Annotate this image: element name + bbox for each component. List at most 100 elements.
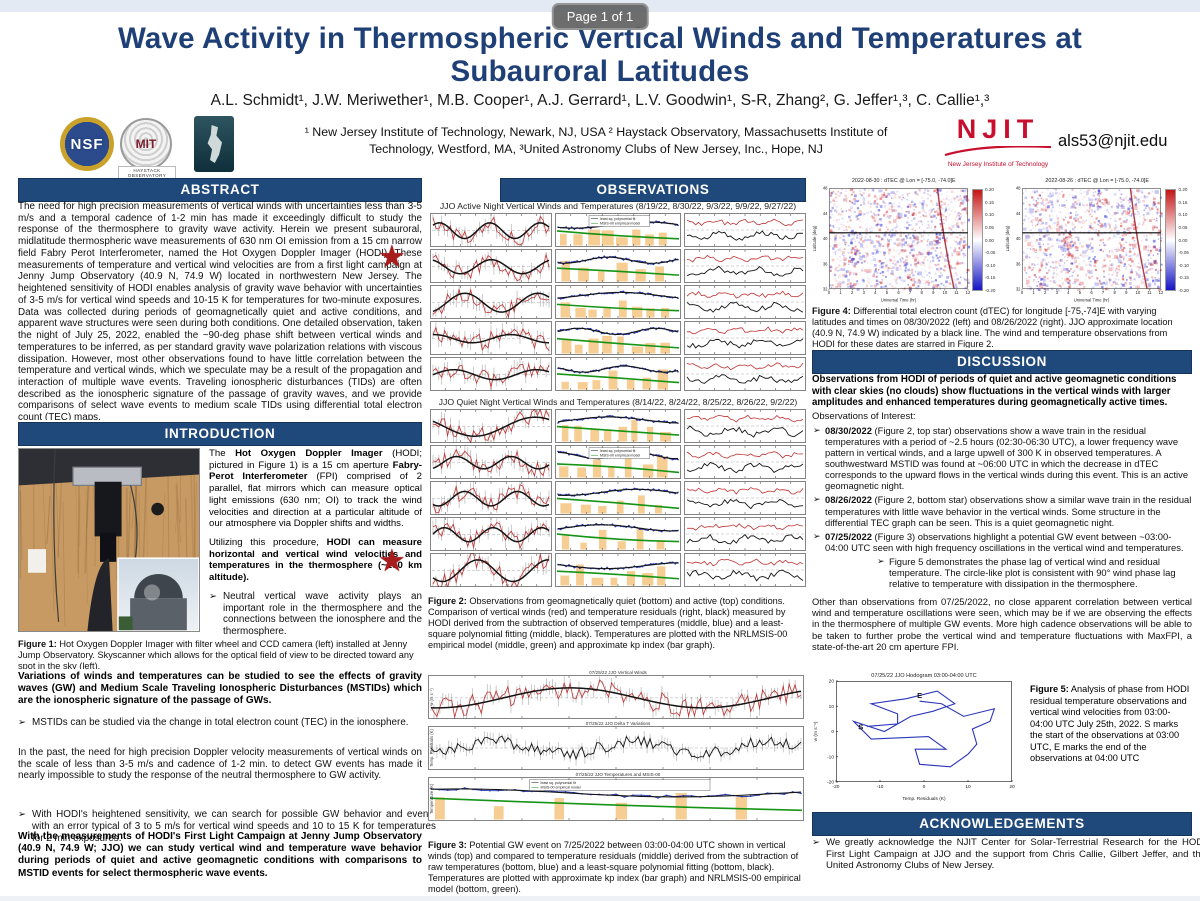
colorbar-tick-label: 0.15 [1178, 199, 1188, 205]
fig2-active-grid [428, 213, 810, 391]
discussion-closing: Other than observations from 07/25/2022,… [812, 596, 1192, 652]
fig2-mini-chart [684, 553, 806, 587]
page-indicator: Page 1 of 1 [551, 3, 649, 30]
njit-logo-subtext: New Jersey Institute of Technology [947, 161, 1049, 168]
intro-bullet-neutral-wave: Neutral vertical wave activity plays an … [209, 591, 422, 638]
fig4-map-right-title: 2022-08-26 : dTEC @ Lon = [-75.0, -74.0]… [1045, 178, 1150, 184]
fig4-dtec-map-0830 [812, 185, 970, 303]
fig3-temperatures-chart [428, 777, 804, 821]
fig4-map-left-title: 2022-08-30 : dTEC @ Lon = [-75.0, -74.0]… [851, 178, 956, 184]
fig4-map-left: 2022-08-30 : dTEC @ Lon = [-75.0, -74.0]… [812, 178, 995, 303]
figure2-caption: Figure 2: Observations from geomagnetica… [428, 596, 788, 651]
colorbar-tick-label: -0.20 [1178, 288, 1189, 293]
left-column: ABSTRACT The need for high precision mea… [18, 178, 436, 901]
discussion-bullet-fig5: Figure 5 demonstrates the phase lag of v… [876, 556, 1192, 589]
nsf-logo-text: NSF [70, 135, 104, 153]
colorbar-tick-label: 0.20 [985, 187, 994, 192]
intro-bullet-mstids: MSTIDs can be studied via the change in … [18, 717, 436, 729]
new-jersey-silhouette-icon [207, 125, 222, 163]
fig2-mini-chart [555, 213, 681, 247]
intro-paragraph-2: Utilizing this procedure, HODI can measu… [209, 536, 422, 584]
fig2-mini-chart [430, 285, 552, 319]
fig2-mini-chart [555, 481, 681, 515]
fig2-mini-chart [684, 321, 806, 355]
authors-line: A.L. Schmidt¹, J.W. Meriwether¹, M.B. Co… [210, 92, 990, 109]
fig2-mini-chart [430, 321, 552, 355]
fig2-mini-chart [555, 445, 681, 479]
acknowledgements-text: We greatly acknowledge the NJIT Center f… [812, 837, 1200, 872]
mit-haystack-logo: MIT [120, 118, 172, 170]
figure4-caption: Figure 4: Differential total electron co… [812, 306, 1173, 348]
fig2-mini-chart [684, 357, 806, 391]
discussion-bullet-0725: 07/25/2022 (Figure 3) observations highl… [812, 531, 1192, 553]
colorbar-tick-label: 0.05 [985, 224, 994, 230]
fig2-mini-chart [555, 357, 681, 391]
figure5-caption: Figure 5: Analysis of phase from HODI re… [1030, 684, 1190, 763]
njit-logo-text: NJIT [956, 114, 1040, 144]
fig2-mini-chart [430, 553, 552, 587]
affiliations: ¹ New Jersey Institute of Technology, Ne… [304, 125, 888, 157]
fig2-mini-chart [430, 517, 552, 551]
colorbar-tick-label: 0.15 [985, 199, 994, 205]
fig4-colorbar-left-labels: 0.20 0.15 0.10 0.05 0.00 -0.05 -0.10 -0.15 -0.20 [985, 187, 995, 293]
colorbar-tick-label: -0.05 [1178, 250, 1189, 256]
colorbar-tick-label: 0.10 [1178, 212, 1188, 218]
fig4-map-right: 2022-08-26 : dTEC @ Lon = [-75.0, -74.0]… [1005, 178, 1189, 303]
figure1-caption: Figure 1: Hot Oxygen Doppler Imager with… [18, 639, 414, 669]
fig2-mini-chart [555, 409, 681, 443]
intro-paragraph-past: In the past, the need for high precision… [18, 747, 422, 782]
fig2-mini-chart [684, 249, 806, 283]
viewer-bottom-band [0, 896, 1200, 901]
discussion-heading: DISCUSSION [812, 350, 1192, 374]
colorbar-tick-label: 0.00 [1178, 237, 1188, 243]
intro-paragraph-1: The Hot Oxygen Doppler Imager (HODI; pic… [209, 448, 422, 530]
right-column: 2022-08-30 : dTEC @ Lon = [-75.0, -74.0]… [812, 178, 1200, 901]
fig2-mini-chart [430, 481, 552, 515]
fig4-colorbar-right [1165, 189, 1177, 291]
intro-bullet-sensitivity: With HODI's heightened sensitivity, we c… [18, 809, 436, 845]
figure3-caption: Figure 3: Potential GW event on 7/25/202… [428, 840, 801, 895]
fig2-mini-chart [684, 517, 806, 551]
fig2-quiet-grid [428, 409, 810, 587]
fig3-panel3-title: 07/25/22 JJO Temperatures and MSIS-00 [575, 772, 661, 777]
fig2-mini-chart [430, 357, 552, 391]
fig2-mini-chart [555, 249, 681, 283]
discussion-subheading: Observations of Interest: [812, 410, 916, 422]
star-marker-top: ★ [378, 239, 406, 274]
discussion-lead: Observations from HODI of periods of qui… [812, 374, 1177, 409]
colorbar-tick-label: 0.05 [1178, 224, 1188, 230]
fig4-colorbar-right-labels: 0.20 0.15 0.10 0.05 0.00 -0.05 -0.10 -0.15 -0.20 [1178, 187, 1188, 293]
fig2-mini-chart [684, 213, 806, 247]
fig2-mini-chart [430, 249, 552, 283]
fig3-panel1-title: 07/25/22 JJO Vertical Winds [589, 670, 647, 675]
abstract-heading: ABSTRACT [18, 178, 422, 202]
fig3-temp-residuals-chart [428, 726, 804, 770]
nsf-logo: NSF [60, 117, 114, 171]
fig5-hodogram-chart [812, 670, 1020, 802]
fig2-mini-chart [430, 213, 552, 247]
figure1-photo [18, 448, 200, 632]
fig2-active-title: JJO Active Night Vertical Winds and Temp… [439, 201, 797, 211]
uacnj-logo [194, 116, 234, 172]
introduction-text: The Hot Oxygen Doppler Imager (HODI; pic… [209, 448, 422, 638]
fig2-mini-chart [555, 285, 681, 319]
colorbar-tick-label: 0.10 [985, 212, 994, 218]
fig2-mini-chart [555, 321, 681, 355]
fig4-colorbar-left [972, 189, 983, 291]
fig2-mini-chart [684, 481, 806, 515]
fig4-dtec-map-0826 [1005, 185, 1164, 303]
njit-swoosh-icon [944, 145, 1052, 157]
colorbar-tick-label: -0.20 [985, 288, 996, 293]
mit-logo-text: MIT [135, 137, 157, 151]
poster-title: Wave Activity in Thermospheric Vertical … [117, 22, 1083, 89]
fig2-mini-chart [430, 409, 552, 443]
fig3-panel2-title: 07/25/22 JJO Delta T Variations [585, 721, 651, 726]
fig3-vertical-winds-chart [428, 675, 804, 719]
colorbar-tick-label: -0.15 [985, 275, 996, 281]
acknowledgements-heading: ACKNOWLEDGEMENTS [812, 812, 1192, 836]
colorbar-tick-label: -0.05 [985, 250, 996, 256]
discussion-bullet-0830: 08/30/2022 (Figure 2, top star) observat… [812, 425, 1192, 492]
intro-bold-first-light: With the measurements of HODI's First Li… [18, 831, 422, 879]
middle-column: OBSERVATIONS JJO Active Night Vertical W… [428, 178, 808, 901]
fig2-quiet-title: JJO Quiet Night Vertical Winds and Tempe… [438, 397, 798, 407]
